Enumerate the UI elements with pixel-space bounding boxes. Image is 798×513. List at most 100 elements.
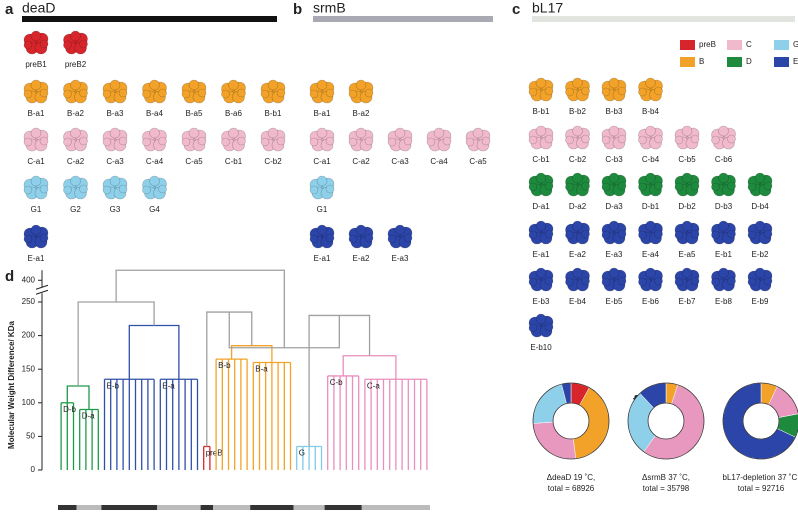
density-map [528,267,554,292]
map-label: G2 [70,205,81,214]
density-map [565,77,590,102]
density-blob [711,135,720,145]
density-blob [572,172,583,184]
density-blob [387,234,397,244]
density-blob [565,182,574,192]
density-map [142,175,167,200]
density-blob [654,276,663,286]
density-blob [718,267,729,279]
map-label: G1 [317,205,328,214]
density-map [528,172,554,197]
density-blob [70,79,81,91]
density-blob [711,182,720,192]
legend-label: D [746,57,752,66]
map-label: B-b4 [642,107,659,116]
density-blob [325,184,335,194]
density-blob [645,125,656,137]
density-map [348,79,374,104]
map-label: E-b1 [715,250,732,259]
legend-label: E [793,57,798,66]
density-blob [535,125,547,137]
density-map [23,175,49,200]
density-blob [727,181,736,191]
density-blob [355,224,367,236]
density-blob [617,86,627,96]
donut-caption: ΔsrmB 37 ˚C, [642,473,690,482]
density-blob [711,230,720,240]
density-map [565,220,590,245]
density-blob [267,79,279,91]
density-blob [70,30,81,42]
density-map [102,79,128,104]
leaf-strip [213,505,251,510]
map-label: C-b2 [569,155,587,164]
density-map [63,127,88,152]
cluster-label: G [299,449,305,458]
panel-title: srmB [313,0,346,16]
cluster-label: D-a [82,412,95,421]
density-blob [316,224,328,236]
density-blob [727,276,736,286]
leaf-strip [250,505,294,510]
density-map [102,127,128,152]
map-label: C-a4 [430,157,448,166]
panel-bar [22,16,277,22]
density-blob [638,277,647,287]
density-blob [747,277,757,287]
density-blob [364,233,374,243]
map-label: G4 [149,205,160,214]
density-map [63,30,88,55]
density-blob [674,135,684,145]
density-map [309,79,335,104]
density-map [528,125,554,150]
density-map [348,224,374,249]
density-map [674,267,700,292]
density-map [23,79,49,104]
map-label: E-b3 [533,297,550,306]
density-blob [754,220,766,232]
map-label: E-a5 [679,250,696,259]
density-map [638,77,663,102]
density-map [142,127,167,152]
density-map [221,79,246,104]
density-blob [565,135,574,145]
legend-label: G [793,40,798,49]
map-label: E-a3 [392,254,409,263]
density-blob [364,88,374,98]
density-blob [638,87,647,97]
map-label: C-b4 [642,155,660,164]
density-map [309,224,335,249]
density-map [23,127,49,152]
leaf-strip [101,505,158,510]
density-blob [63,185,72,195]
density-blob [727,229,736,239]
density-blob [535,172,547,184]
density-map [23,30,49,55]
cluster-label: E-b [107,381,120,390]
density-blob [348,137,358,147]
map-label: E-b5 [606,297,623,306]
map-label: C-b1 [225,157,243,166]
panel-bar [313,16,493,22]
density-blob [608,172,620,184]
y-tick-label: 0 [31,465,36,474]
density-blob [23,137,33,147]
density-blob [316,79,328,91]
density-blob [79,184,88,194]
donut-caption: total = 35798 [643,484,690,493]
merge-link [115,269,285,348]
map-label: G1 [31,205,42,214]
panel-letter: b [293,1,302,18]
density-blob [79,88,88,98]
leaf-strip [361,505,430,510]
donut-hole [552,402,590,440]
map-label: C-a5 [469,157,487,166]
density-blob [228,79,239,91]
density-blob [39,88,49,98]
density-blob [608,77,620,89]
density-blob [309,89,319,99]
y-tick-label: 250 [22,297,36,306]
density-blob [535,313,547,325]
density-blob [30,30,42,42]
density-blob [309,185,319,195]
